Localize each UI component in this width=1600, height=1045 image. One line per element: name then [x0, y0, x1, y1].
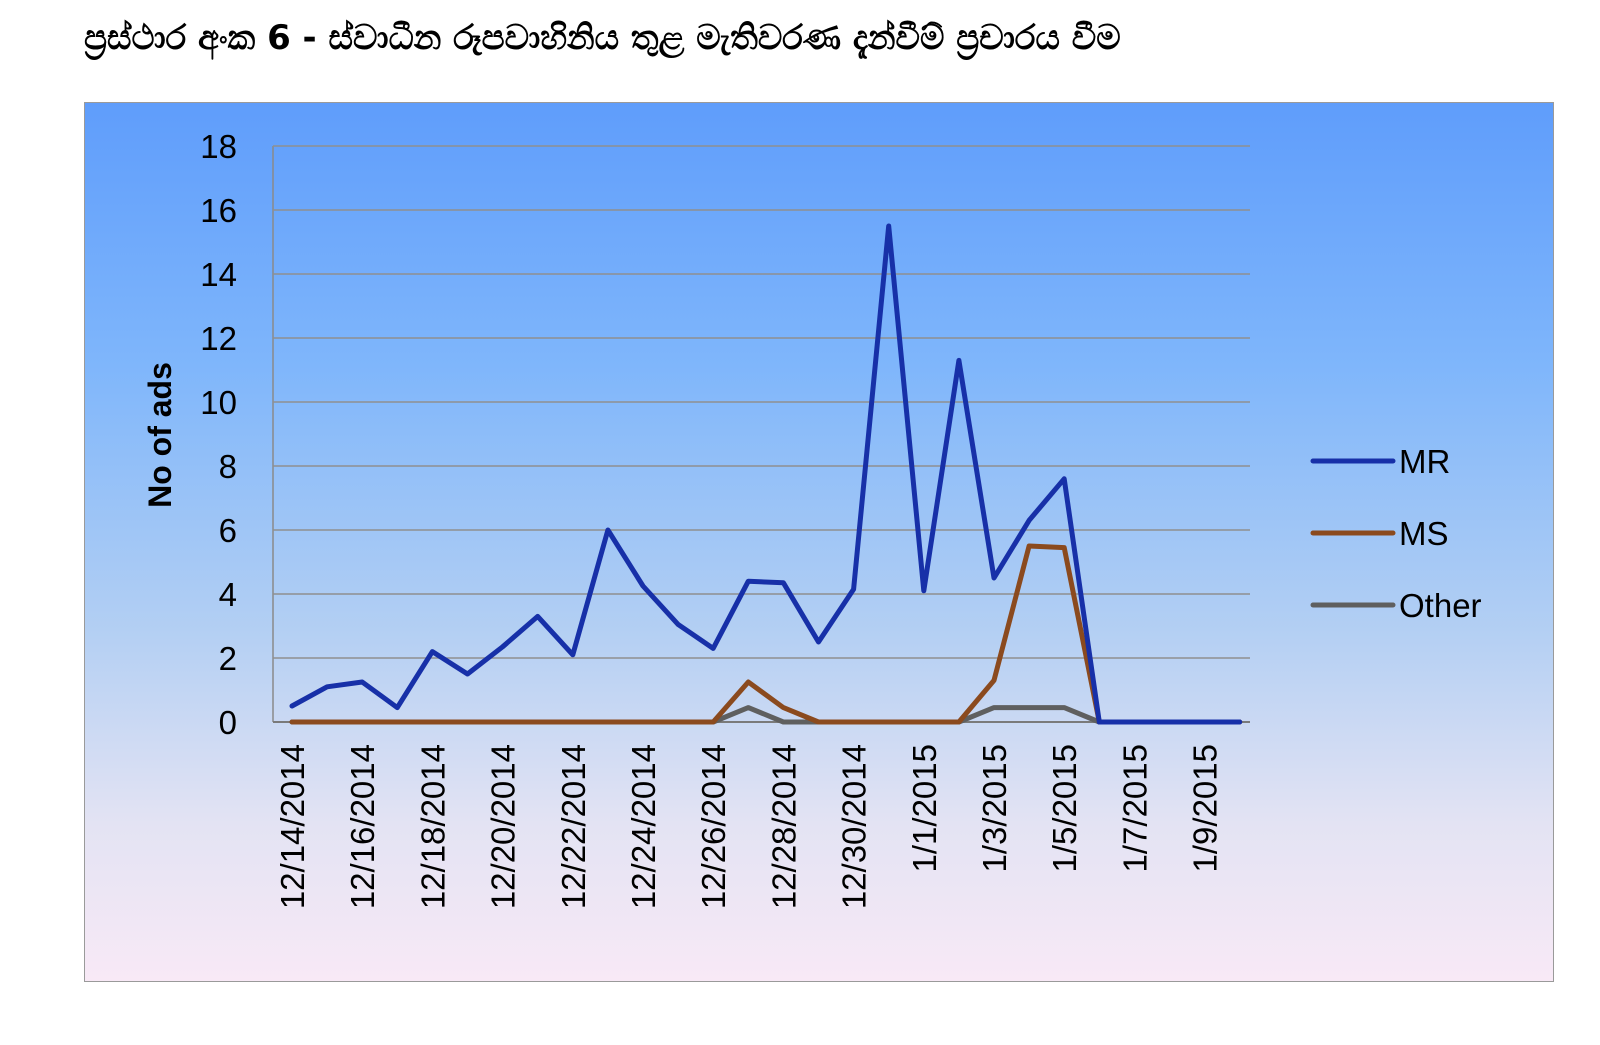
gridlines	[272, 145, 1250, 723]
legend-label-ms: MS	[1399, 515, 1449, 552]
x-tick-label: 12/16/2014	[344, 744, 381, 909]
y-tick-label: 14	[200, 256, 237, 293]
x-tick-label: 1/5/2015	[1046, 744, 1083, 872]
y-tick-label: 6	[219, 512, 237, 549]
x-tick-label: 12/30/2014	[836, 744, 873, 909]
x-tick-label: 1/9/2015	[1187, 744, 1224, 872]
series-lines	[289, 223, 1243, 725]
x-tick-label: 1/7/2015	[1116, 744, 1153, 872]
x-axis-ticks: 12/14/2014 12/16/2014 12/18/2014 12/20/2014…	[274, 744, 1224, 909]
series-line-ms	[289, 543, 1243, 725]
y-axis-label: No of ads	[142, 362, 178, 508]
y-tick-label: 8	[219, 448, 237, 485]
y-tick-label: 0	[219, 704, 237, 741]
x-tick-label: 12/24/2014	[625, 744, 662, 909]
page-title: ප්‍රස්ථාර අංක 6 - ස්වාධීන රූපවාහිනිය තුළ…	[84, 18, 1121, 58]
y-tick-label: 4	[219, 576, 237, 613]
y-tick-label: 16	[200, 192, 237, 229]
y-tick-label: 18	[200, 128, 237, 165]
x-tick-label: 12/26/2014	[695, 744, 732, 909]
x-tick-label: 1/1/2015	[906, 744, 943, 872]
y-tick-label: 2	[219, 640, 237, 677]
legend-label-other: Other	[1399, 587, 1482, 624]
series-line-mr	[289, 223, 1243, 725]
x-tick-label: 12/18/2014	[414, 744, 451, 909]
legend: MR MS Other	[1310, 443, 1482, 624]
x-tick-label: 12/22/2014	[555, 744, 592, 909]
y-axis-ticks: 0 2 4 6 8 10 12 14 16 18	[200, 128, 237, 741]
legend-label-mr: MR	[1399, 443, 1450, 480]
chart-area: 0 2 4 6 8 10 12 14 16 18 12/14/2014 12/16/2014 12/1…	[84, 102, 1554, 982]
x-tick-label: 12/20/2014	[485, 744, 522, 909]
x-tick-label: 12/28/2014	[765, 744, 802, 909]
y-tick-label: 10	[200, 384, 237, 421]
y-tick-label: 12	[200, 320, 237, 357]
x-tick-label: 12/14/2014	[274, 744, 311, 909]
x-tick-label: 1/3/2015	[976, 744, 1013, 872]
